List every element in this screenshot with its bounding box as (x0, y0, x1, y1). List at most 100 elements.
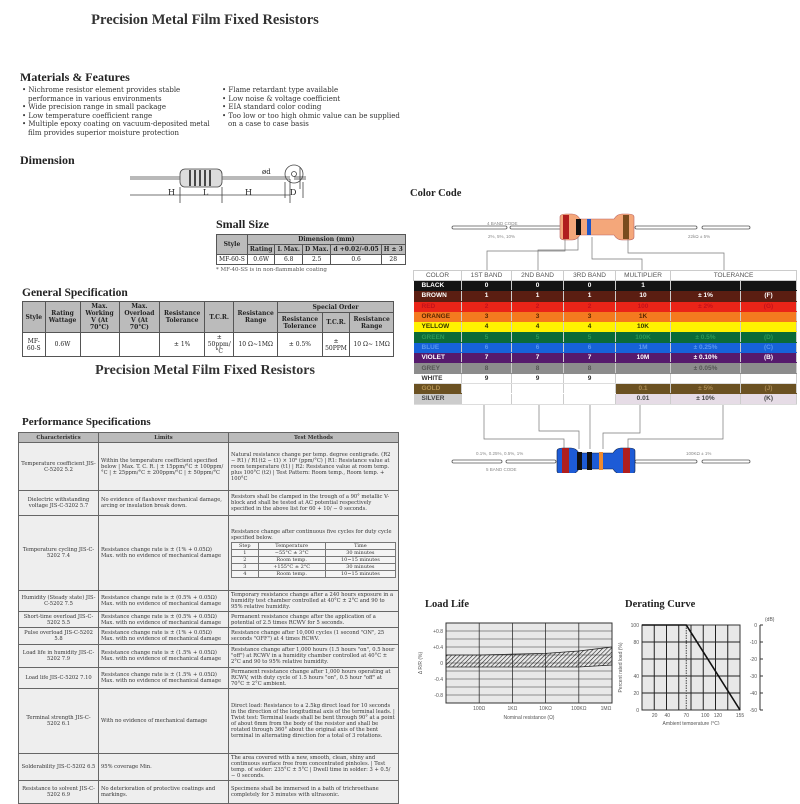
dimension-heading: Dimension (20, 153, 75, 167)
cycle-cell: 3 (231, 562, 259, 571)
cell-b1: 9 (461, 373, 512, 384)
table-row: Load life JIS-C-5202 7.10 Resistance chan… (18, 667, 399, 689)
cell-b2: 7 (511, 352, 564, 364)
header-col: Max. Overload V (At 70°C) (118, 301, 161, 333)
test-text: Permanent resistance change after the ap… (231, 613, 376, 626)
cell: 2.5 (301, 254, 332, 265)
y-tick-label: -0.4 (434, 677, 443, 683)
five-band-label: 5 BAND CODE (486, 467, 517, 472)
cell-b2: 4 (511, 321, 564, 333)
test-method: Resistance change after continuous five … (228, 515, 399, 591)
cell-color: ORANGE (413, 311, 462, 323)
cell-b1: 7 (461, 352, 512, 364)
derating-chart: 0 20 40 80 100 20 40 70 100 120 155 0 -10 -20 -30 -40 -5… (618, 617, 775, 725)
characteristic: Resistance to solvent JIS-C-5202 6.9 (18, 780, 99, 804)
cell-b1 (461, 383, 512, 395)
cell-b3: 0 (563, 280, 616, 292)
header-col: Resistance Range (349, 312, 394, 333)
four-band-tolerances: 2%, 5%, 10% (488, 234, 516, 239)
header-col: L Max. (274, 244, 303, 255)
color-row-violet: VIOLET 7 7 7 10M ± 0.10% (B) (413, 352, 797, 364)
four-band-resistor-diagram (451, 213, 751, 270)
cell-tol: ± 5% (670, 383, 741, 395)
header-col: Rating Wattage (44, 301, 81, 333)
test-method: Direct load: Resistance to a 2.5kg direc… (228, 688, 399, 754)
cell-code: (D) (740, 331, 797, 343)
table-row: Solderability JIS-C-5202 6.5 95% coverage… (18, 753, 399, 781)
dim-label-d-lead: ød (262, 168, 271, 176)
test-text: Resistance change after 10,000 cycles (1… (231, 630, 385, 642)
performance-heading: Performance Specifications (22, 416, 151, 428)
four-band-example: 22kΩ ± 5% (688, 234, 711, 239)
header-col: Limits (98, 432, 229, 443)
cell-color: GREEN (413, 331, 462, 343)
five-band-example: 100KΩ ± 1% (686, 451, 712, 456)
y-tick-label: -0.8 (434, 693, 443, 699)
y-tick-label: 40 (633, 674, 639, 680)
cell-b2 (511, 383, 564, 395)
cell-mult: 1 (615, 280, 671, 292)
cell-b2: 3 (511, 311, 564, 323)
feature-item: Low temperature coefficient range (20, 112, 210, 121)
characteristic: Dielectric withstanding voltage JIS-C-52… (18, 490, 99, 516)
cell-mult: 10M (615, 352, 671, 364)
dim-label-body-d: D (290, 188, 297, 197)
header-dimension: Dimension (mm) (246, 234, 406, 245)
cycle-cell: +155°C ± 2°C (257, 562, 326, 571)
x-tick-label: 155 (736, 713, 745, 719)
cell-b2 (511, 393, 564, 405)
characteristic: Temperature cycling JIS-C-5202 7.4 (18, 515, 99, 591)
x-tick-label: 1MΩ (601, 706, 612, 712)
cycle-cell: 10~15 minutes (324, 555, 397, 564)
header-col: d +0.02/-0.05 (330, 244, 382, 255)
limits: Resistance change rate is ± (0.5% + 0.05… (98, 611, 229, 628)
cell: 0.6W (44, 332, 81, 357)
test-method: Resistance change after 10,000 cycles (1… (228, 627, 399, 645)
y2-tick-label: -50 (750, 708, 757, 714)
feature-item: Nichrome resistor element provides stabl… (20, 86, 210, 103)
table-row: Pulse overload JIS-C-5202 5.8 Resistance … (18, 627, 399, 645)
cell-code (740, 280, 797, 292)
header-col: T.C.R. (321, 312, 351, 333)
cell-b3: 8 (563, 362, 616, 374)
table-row: Temperature cycling JIS-C-5202 7.4 Resist… (18, 515, 399, 591)
table-row: Humidity (Steady state) JIS-C-5202 7.5 Re… (18, 590, 399, 612)
cell-b2: 0 (511, 280, 564, 292)
header-col: Style (22, 301, 46, 333)
page2-title: Precision Metal Film Fixed Resistors (95, 363, 315, 378)
four-band-label: 4 BAND CODE (487, 221, 518, 226)
limits: No evidence of flashover mechanical dama… (98, 490, 229, 516)
cell-b3: 5 (563, 331, 616, 343)
cell-code: (G) (740, 301, 797, 312)
cycle-cell: 30 minutes (324, 548, 397, 557)
y2-tick-label: -20 (750, 657, 757, 663)
header-col: Max. Working V (At 70°C) (79, 301, 120, 333)
x-tick-label: 10KΩ (539, 706, 552, 712)
cycle-cell: 30 minutes (324, 562, 397, 571)
cell: ± 50ppm/°C (203, 332, 235, 357)
cell-color: BLUE (413, 342, 462, 354)
x-axis-label: Nominal resistance (Ω) (504, 715, 555, 721)
header-col: Resistance Range (233, 301, 279, 333)
cell: MF-60-S (216, 254, 248, 265)
color-row-grey: GREY 8 8 8 ± 0.05% (413, 362, 797, 374)
cell: ± 50PPM (321, 332, 351, 357)
y-tick-label: 20 (633, 691, 639, 697)
cell-b2: 9 (511, 373, 564, 384)
cell-tol (670, 280, 741, 292)
limits: Resistance change rate is ± (0.5% + 0.05… (98, 590, 229, 612)
header-col: Resistance Tolerance (277, 312, 323, 333)
cell-code: (B) (740, 352, 797, 364)
cell-code (740, 373, 797, 384)
color-row-yellow: YELLOW 4 4 4 10K (413, 321, 797, 333)
cell-code: (K) (740, 393, 797, 405)
cell-b3 (563, 383, 616, 395)
load-life-title: Load Life (425, 599, 470, 610)
small-size-heading: Small Size (216, 217, 269, 231)
feature-item: Too low or too high ohmic value can be s… (220, 112, 410, 129)
cell-color: RED (413, 301, 462, 312)
color-row-black: BLACK 0 0 0 1 (413, 280, 797, 292)
general-spec-heading: General Specification (22, 287, 128, 299)
cell-code: (F) (740, 290, 797, 302)
cell-color: VIOLET (413, 352, 462, 364)
